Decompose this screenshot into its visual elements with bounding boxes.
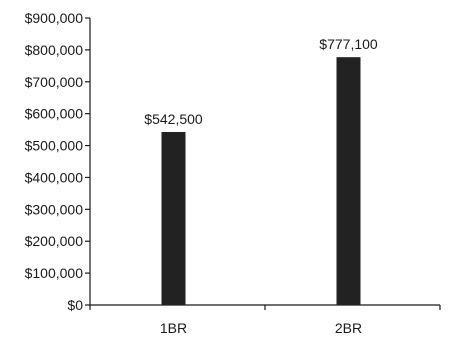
y-tick-label: $500,000 xyxy=(25,138,84,154)
y-tick-label: $800,000 xyxy=(25,42,84,58)
y-tick-label: $600,000 xyxy=(25,106,84,122)
y-tick-label: $200,000 xyxy=(25,233,84,249)
bar-2br xyxy=(336,57,361,306)
y-axis: $0 $100,000 $200,000 $300,000 $400,000 $500,0… xyxy=(25,10,91,313)
data-labels: $542,500 $777,100 xyxy=(144,36,378,127)
y-tick-label: $400,000 xyxy=(25,169,84,185)
y-tick-label: $700,000 xyxy=(25,74,84,90)
y-tick-label: $0 xyxy=(67,297,83,313)
bars xyxy=(161,57,361,306)
data-label-2br: $777,100 xyxy=(319,36,378,52)
x-category-label: 1BR xyxy=(160,320,187,336)
x-category-label: 2BR xyxy=(335,320,362,336)
data-label-1br: $542,500 xyxy=(144,111,203,127)
y-tick-label: $100,000 xyxy=(25,265,84,281)
y-tick-label: $900,000 xyxy=(25,10,84,26)
bar-1br xyxy=(161,132,186,305)
x-axis: 1BR 2BR xyxy=(89,304,441,336)
y-tick-label: $300,000 xyxy=(25,201,84,217)
